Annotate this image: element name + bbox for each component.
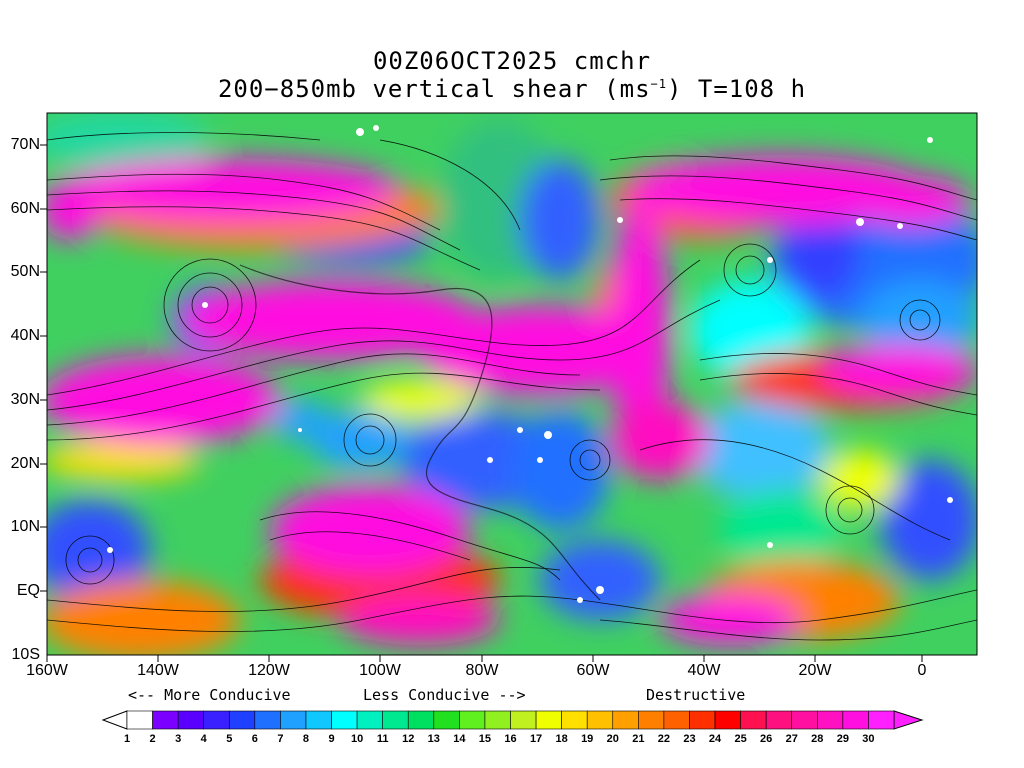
colorbar-swatch (203, 710, 230, 730)
colorbar-label: 10 (350, 733, 364, 745)
legend-destructive: Destructive (646, 686, 746, 704)
colorbar-swatch (433, 710, 460, 730)
colorbar-swatch (842, 710, 869, 730)
legend-more-conducive: <-- More Conducive (128, 686, 291, 704)
colorbar-swatch (126, 710, 153, 730)
lon-label: 120W (248, 662, 290, 679)
colorbar-label: 9 (328, 733, 335, 745)
colorbar-label: 16 (504, 733, 517, 745)
colorbar-label: 21 (632, 733, 645, 745)
map-title-line1: 00Z06OCT2025 cmchr (372, 47, 652, 75)
lat-label: 50N (10, 263, 40, 280)
colorbar-label: 4 (200, 733, 207, 745)
colorbar-underflow-arrow (101, 710, 128, 730)
lon-label: 0 (917, 662, 927, 679)
colorbar-label: 30 (862, 733, 875, 745)
colorbar-swatch (638, 710, 665, 730)
lon-label: 40W (687, 662, 721, 679)
colorbar-swatch (868, 710, 895, 730)
colorbar-swatch (765, 710, 793, 730)
colorbar-swatch (459, 710, 486, 730)
colorbar-swatch (535, 710, 562, 730)
title-pre: 200−850mb vertical shear (ms (217, 75, 651, 103)
lon-label: 140W (137, 662, 179, 679)
colorbar-label: 13 (427, 733, 440, 745)
lat-label: 20N (10, 455, 40, 472)
colorbar-swatch (561, 710, 588, 730)
legend-less-conducive: Less Conducive --> (363, 686, 526, 704)
colorbar-overflow-arrow (893, 710, 924, 730)
colorbar-swatch (331, 710, 358, 730)
lon-label: 100W (359, 662, 401, 679)
colorbar-label: 1 (123, 733, 131, 745)
lat-label: 10N (10, 518, 40, 535)
colorbar-swatch (612, 710, 639, 730)
title-post: ) T=108 h (666, 75, 807, 103)
colorbar-swatch (484, 710, 511, 730)
lat-label: 60N (10, 200, 40, 217)
colorbar-label: 12 (402, 733, 415, 745)
coastline (239, 264, 601, 601)
colorbar-label: 28 (811, 733, 824, 745)
lat-label: 40N (10, 327, 40, 344)
map-title-line2: 200−850mb vertical shear (ms−1) T=108 h (0, 75, 1024, 103)
colorbar-label: 24 (708, 733, 722, 745)
colorbar-swatch (177, 710, 205, 730)
colorbar-label: 26 (760, 733, 773, 745)
colorbar-swatch (152, 710, 179, 730)
colorbar-label: 19 (581, 733, 594, 745)
colorbar-label: 6 (251, 733, 258, 745)
title-superscript: −1 (650, 77, 667, 91)
lat-label: 10S (11, 646, 40, 663)
colorbar-swatch (689, 710, 716, 730)
low-shear-specks (107, 125, 953, 603)
colorbar-swatch (586, 710, 614, 730)
colorbar-label: 23 (683, 733, 696, 745)
colorbar-swatch (510, 710, 537, 730)
colorbar-label: 5 (226, 733, 233, 745)
map-frame (46, 112, 978, 656)
colorbar-label: 20 (606, 733, 619, 745)
colorbar-swatch (816, 710, 844, 730)
colorbar-swatch (356, 710, 383, 730)
colorbar-swatch (740, 710, 767, 730)
colorbar-label: 29 (836, 733, 849, 745)
colorbar-label: 15 (478, 733, 492, 745)
colorbar-label: 22 (657, 733, 671, 745)
colorbar-label: 11 (376, 733, 389, 745)
colorbar-label: 7 (277, 733, 284, 745)
lon-label: 80W (465, 662, 499, 679)
lat-label: 30N (10, 391, 40, 408)
lon-label: 60W (576, 662, 610, 679)
lat-label: 70N (10, 136, 40, 153)
colorbar-label: 17 (529, 733, 543, 745)
colorbar-label: 25 (734, 733, 747, 745)
colorbar-label: 14 (453, 733, 466, 745)
colorbar-swatch (305, 710, 332, 730)
colorbar-label: 18 (555, 733, 568, 745)
lat-label: EQ (16, 582, 40, 599)
colorbar-label: 27 (785, 733, 798, 745)
lon-label: 20W (798, 662, 832, 679)
streamlines (47, 132, 977, 641)
lon-label: 160W (26, 662, 68, 679)
colorbar-label: 2 (149, 733, 156, 745)
colorbar-swatch (407, 710, 435, 730)
colorbar-swatch (280, 710, 307, 730)
colorbar-swatch (663, 710, 690, 730)
colorbar-swatch (228, 710, 256, 730)
colorbar-swatch (791, 710, 818, 730)
colorbar-label: 3 (175, 733, 182, 745)
colorbar-swatch (254, 710, 281, 730)
colorbar (101, 710, 924, 730)
colorbar-swatch (382, 710, 409, 730)
colorbar-label: 8 (302, 733, 310, 745)
axis-ticks (40, 144, 923, 662)
shear-field (47, 113, 977, 655)
colorbar-swatch (714, 710, 741, 730)
